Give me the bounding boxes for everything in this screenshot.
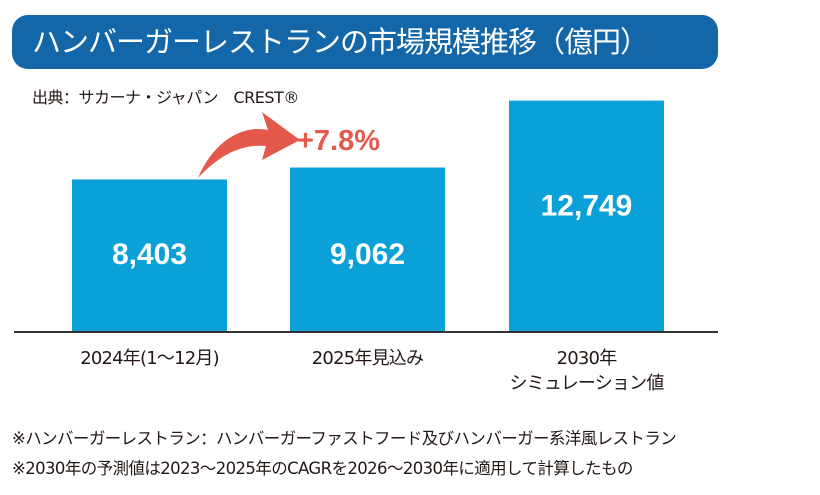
footnote-definition: ※ハンバーガーレストラン：ハンバーガーファストフード及びハンバーガー系洋風レスト… xyxy=(12,429,677,448)
bar xyxy=(72,179,227,332)
x-tick-label-line: シミュレーション値 xyxy=(509,373,664,394)
bar xyxy=(509,100,664,332)
data-label: 9,062 xyxy=(330,238,405,271)
x-tick-label: 2030年シミュレーション値 xyxy=(467,346,707,396)
data-label: 8,403 xyxy=(112,238,187,271)
x-tick-label-line: 2024年(1〜12月) xyxy=(80,348,219,369)
x-tick-label-line: 2030年 xyxy=(556,348,618,369)
x-tick-label: 2024年(1〜12月) xyxy=(30,346,270,371)
bar xyxy=(290,167,445,332)
footnote-method: ※2030年の予測値は2023〜2025年のCAGRを2026〜2030年に適用… xyxy=(12,459,633,478)
chart-title: ハンバーガーレストランの市場規模推移（億円） xyxy=(12,15,718,69)
data-label: 12,749 xyxy=(541,190,633,223)
growth-annotation: +7.8% xyxy=(297,125,380,157)
source-label: 出典：サカーナ・ジャパン CREST® xyxy=(32,88,299,107)
growth-arrow-icon xyxy=(198,112,300,178)
x-tick-label-line: 2025年見込み xyxy=(311,348,424,369)
x-tick-label: 2025年見込み xyxy=(248,346,488,371)
